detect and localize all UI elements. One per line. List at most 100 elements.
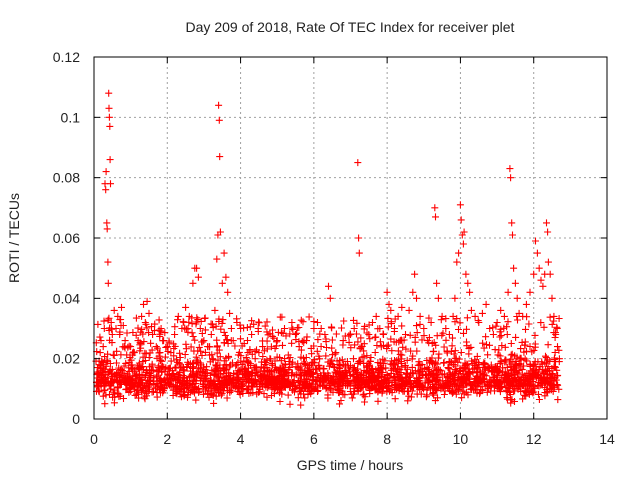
data-point — [537, 319, 545, 327]
data-point — [449, 312, 457, 320]
data-point — [451, 362, 459, 370]
data-point — [312, 377, 320, 385]
data-point — [362, 376, 370, 384]
data-point — [402, 373, 410, 381]
data-point — [187, 343, 195, 351]
data-point — [526, 343, 534, 350]
data-point — [388, 357, 396, 365]
data-point — [178, 385, 186, 393]
data-point — [115, 372, 123, 380]
data-point — [189, 371, 197, 379]
data-point — [216, 153, 224, 161]
data-point — [530, 365, 537, 373]
data-point — [540, 323, 548, 331]
data-point — [223, 336, 231, 344]
data-point — [548, 320, 556, 328]
data-point — [142, 372, 149, 379]
data-point — [288, 339, 296, 347]
data-point — [413, 322, 420, 330]
data-point — [290, 385, 298, 393]
data-point — [451, 318, 459, 326]
data-point — [467, 386, 475, 394]
data-point — [129, 329, 137, 336]
data-point — [281, 364, 289, 372]
data-point — [384, 385, 392, 393]
data-point — [186, 388, 194, 396]
data-point — [134, 387, 142, 395]
data-point — [192, 353, 200, 361]
data-point — [543, 219, 550, 227]
data-point — [164, 365, 172, 373]
data-point — [140, 300, 147, 308]
data-point — [491, 368, 499, 376]
data-point — [432, 371, 440, 379]
data-point — [170, 345, 178, 352]
data-points — [92, 89, 563, 409]
data-point — [347, 331, 354, 338]
y-tick-label: 0.06 — [53, 230, 80, 246]
data-point — [210, 399, 218, 407]
data-point — [221, 332, 229, 339]
data-point — [112, 325, 120, 332]
data-point — [221, 384, 228, 391]
data-point — [453, 315, 461, 323]
data-point — [139, 358, 147, 365]
data-point — [161, 375, 169, 383]
data-point — [432, 213, 439, 221]
data-point — [164, 348, 172, 355]
data-point — [491, 376, 499, 384]
data-point — [451, 347, 459, 355]
data-point — [551, 349, 559, 356]
data-point — [467, 343, 475, 351]
x-tick-label: 2 — [163, 431, 171, 447]
y-tick-label: 0.1 — [61, 109, 81, 125]
data-point — [123, 329, 131, 337]
data-point — [215, 116, 223, 124]
data-point — [429, 348, 437, 356]
data-point — [156, 357, 164, 364]
data-point — [266, 355, 274, 363]
data-point — [479, 367, 487, 375]
data-point — [148, 346, 156, 354]
data-point — [167, 357, 175, 365]
data-point — [425, 314, 433, 322]
data-point — [457, 216, 465, 224]
data-point — [507, 399, 515, 407]
data-point — [510, 365, 517, 373]
data-point — [401, 379, 409, 387]
data-point — [538, 379, 546, 387]
data-point — [104, 358, 112, 366]
data-point — [432, 359, 440, 367]
data-point — [324, 394, 332, 402]
data-point — [507, 340, 515, 347]
data-point — [302, 370, 310, 378]
data-point — [343, 372, 351, 380]
data-point — [297, 401, 305, 409]
data-point — [238, 361, 246, 369]
data-point — [155, 326, 163, 334]
data-point — [281, 325, 288, 332]
data-point — [229, 337, 237, 345]
data-point — [333, 369, 341, 377]
data-point — [110, 371, 118, 379]
data-point — [114, 384, 121, 392]
data-point — [195, 343, 203, 351]
data-point — [298, 337, 306, 345]
data-point — [153, 393, 161, 401]
data-point — [483, 388, 491, 396]
data-point — [407, 383, 415, 391]
data-point — [515, 361, 523, 369]
data-point — [481, 371, 488, 379]
data-point — [380, 382, 387, 390]
data-point — [243, 376, 251, 384]
data-point — [255, 318, 263, 326]
data-point — [363, 363, 371, 371]
data-point — [157, 327, 165, 335]
data-point — [314, 319, 321, 326]
data-point — [524, 374, 532, 382]
data-point — [346, 382, 354, 390]
data-point — [546, 385, 554, 393]
data-point — [475, 319, 483, 326]
data-point — [454, 358, 462, 366]
data-point — [303, 384, 311, 391]
